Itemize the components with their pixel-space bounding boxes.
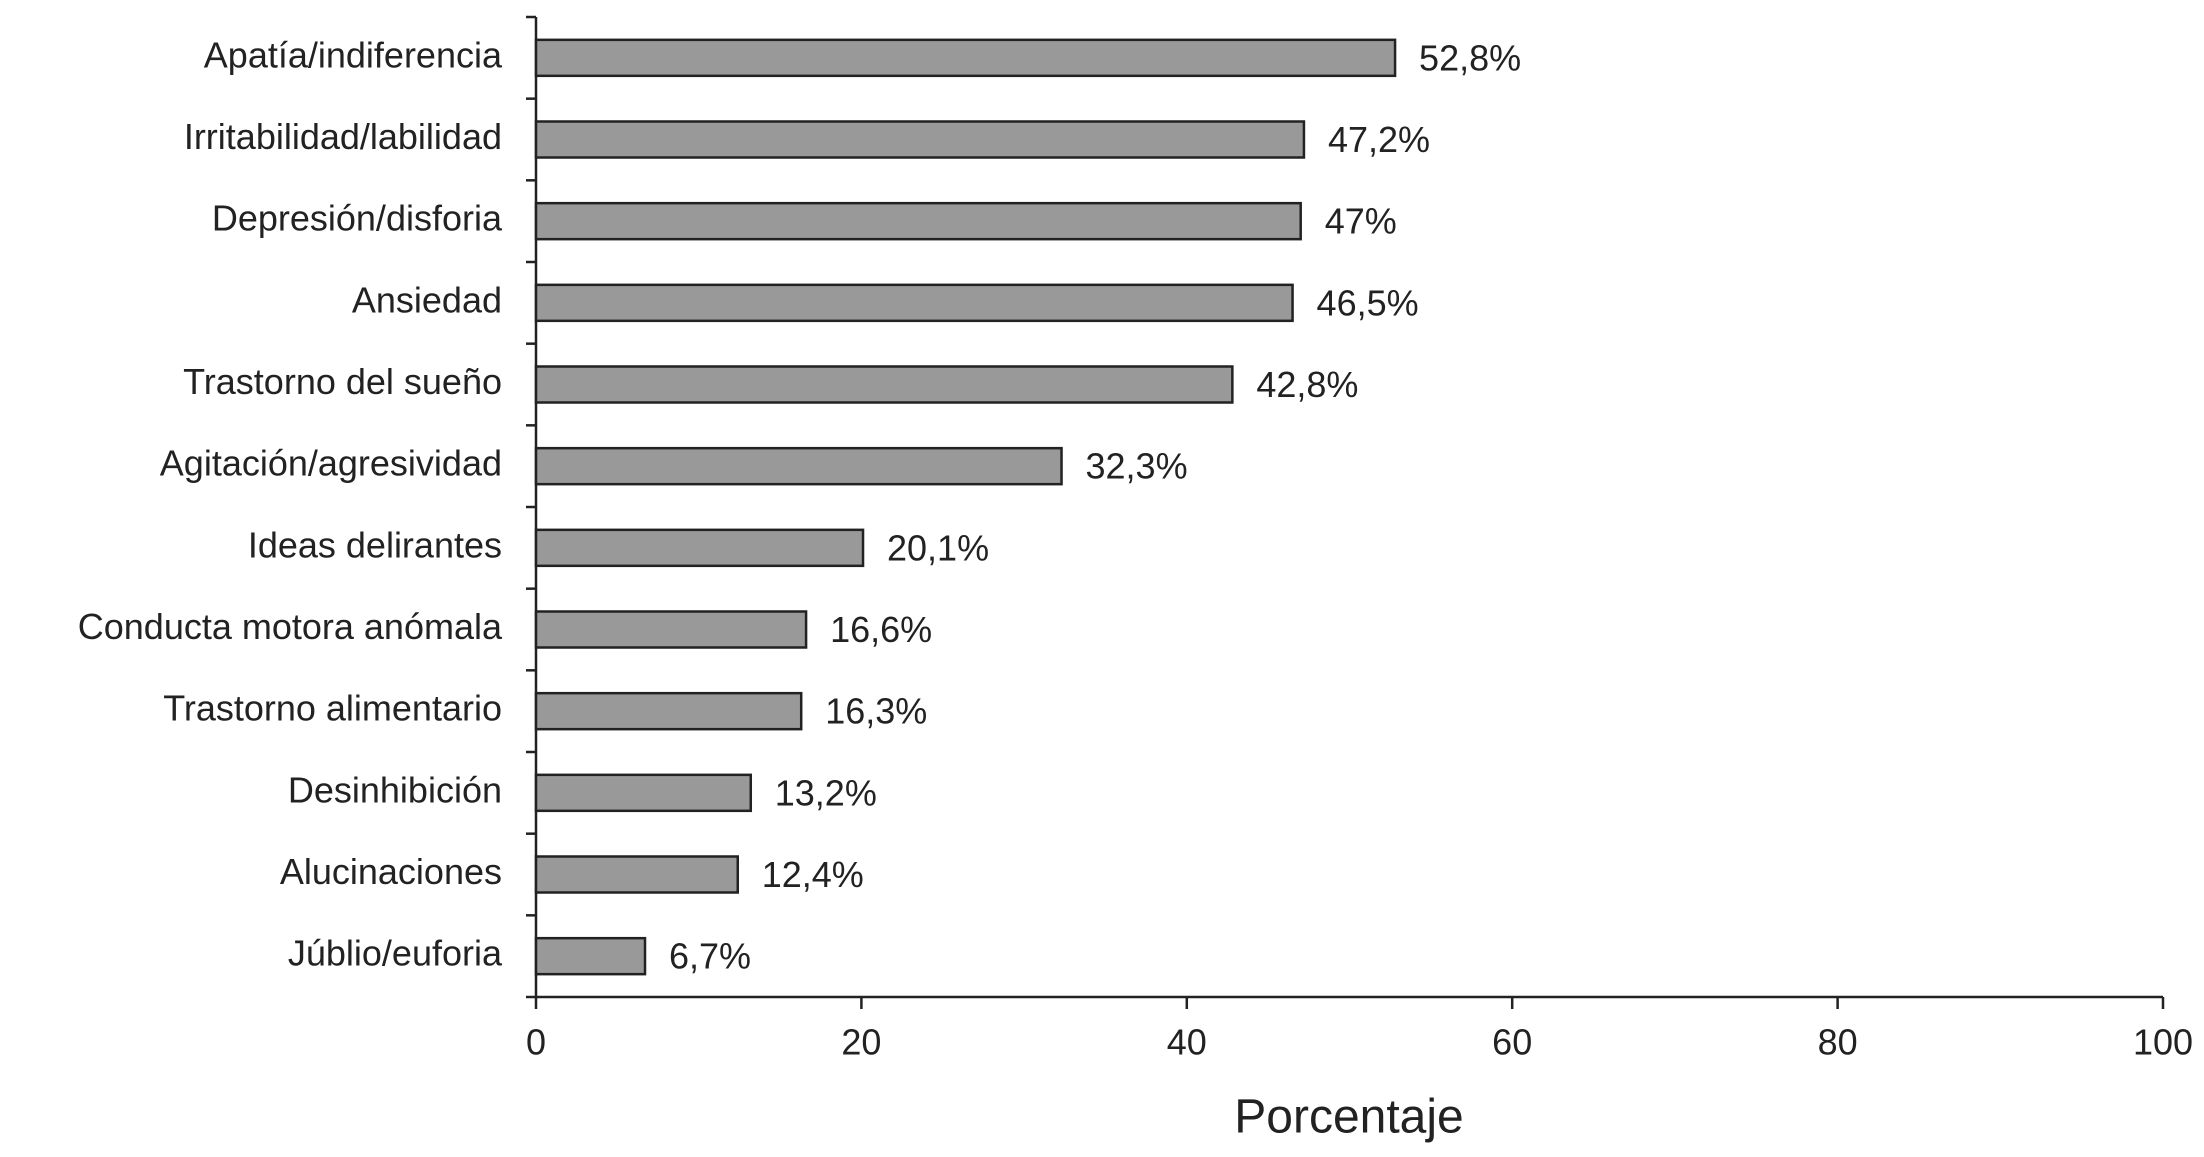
y-tick-label: Apatía/indiferencia (204, 34, 503, 75)
value-label: 46,5% (1317, 282, 1419, 323)
x-tick-label: 20 (841, 1022, 881, 1063)
y-tick-label: Irritabilidad/labilidad (184, 116, 502, 157)
y-tick-label: Alucinaciones (280, 851, 502, 892)
value-label: 13,2% (775, 772, 877, 813)
y-tick-label: Trastorno alimentario (163, 688, 502, 729)
value-label: 20,1% (887, 527, 989, 568)
bar (534, 691, 803, 731)
y-tick-label: Ansiedad (352, 279, 502, 320)
y-tick-label: Júblio/euforia (288, 933, 503, 974)
y-tick-label: Conducta motora anómala (78, 606, 503, 647)
bar (534, 120, 1306, 159)
value-label: 32,3% (1086, 446, 1188, 487)
bar (534, 283, 1294, 323)
y-tick-label: Desinhibición (288, 769, 502, 810)
value-label: 12,4% (762, 854, 864, 895)
bar (534, 855, 739, 894)
bar (534, 201, 1302, 241)
y-tick-label: Trastorno del sueño (183, 361, 502, 402)
y-tick-label: Ideas delirantes (248, 524, 502, 565)
value-label: 47% (1325, 201, 1397, 242)
x-tick-label: 80 (1818, 1022, 1858, 1063)
value-label: 52,8% (1419, 37, 1521, 78)
bar (534, 610, 808, 649)
bar (534, 365, 1234, 404)
value-label: 16,6% (830, 609, 932, 650)
x-tick-label: 60 (1492, 1022, 1532, 1063)
value-label: 47,2% (1328, 119, 1430, 160)
x-tick-label: 0 (526, 1022, 546, 1063)
x-tick-label: 40 (1167, 1022, 1207, 1063)
bar (534, 936, 647, 976)
value-label: 16,3% (825, 691, 927, 732)
x-axis-label: Porcentaje (1234, 1091, 1463, 1144)
value-label: 6,7% (669, 936, 751, 977)
y-tick-label: Agitación/agresividad (160, 443, 502, 484)
x-tick-label: 100 (2133, 1022, 2193, 1063)
value-label: 42,8% (1256, 364, 1358, 405)
bar (534, 773, 753, 813)
bar (534, 446, 1063, 486)
bar (534, 528, 865, 568)
bar (534, 38, 1397, 78)
y-tick-label: Depresión/disforia (212, 198, 503, 239)
